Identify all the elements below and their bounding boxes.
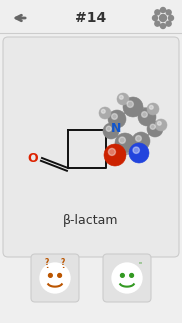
Text: '': '' — [139, 261, 143, 267]
Circle shape — [113, 264, 141, 292]
Circle shape — [101, 109, 105, 113]
Text: ?: ? — [45, 258, 49, 267]
Circle shape — [108, 148, 115, 155]
Circle shape — [138, 108, 156, 126]
Text: O: O — [28, 151, 38, 164]
Circle shape — [41, 264, 69, 292]
Circle shape — [49, 274, 52, 277]
Text: H: H — [116, 152, 124, 162]
FancyBboxPatch shape — [3, 37, 179, 257]
Circle shape — [119, 137, 125, 143]
Circle shape — [157, 121, 161, 125]
Circle shape — [99, 107, 111, 119]
Circle shape — [123, 97, 143, 117]
Circle shape — [127, 101, 133, 108]
Text: N: N — [111, 121, 121, 134]
Circle shape — [149, 105, 153, 109]
Circle shape — [115, 133, 135, 153]
Circle shape — [166, 21, 171, 26]
Circle shape — [147, 121, 163, 137]
Circle shape — [120, 274, 124, 277]
Circle shape — [112, 114, 117, 120]
Text: ?: ? — [61, 258, 65, 267]
Circle shape — [147, 103, 159, 115]
Text: .: . — [46, 261, 49, 270]
Text: β-lactam: β-lactam — [63, 214, 119, 226]
Circle shape — [161, 7, 165, 13]
Circle shape — [133, 147, 139, 153]
Circle shape — [104, 144, 126, 166]
Circle shape — [130, 274, 133, 277]
FancyBboxPatch shape — [31, 254, 79, 302]
Circle shape — [117, 93, 129, 105]
Circle shape — [129, 143, 149, 163]
Circle shape — [142, 112, 147, 117]
Circle shape — [155, 21, 160, 26]
FancyBboxPatch shape — [103, 254, 151, 302]
Circle shape — [169, 16, 173, 20]
Circle shape — [136, 136, 141, 141]
Circle shape — [58, 274, 62, 277]
Circle shape — [119, 95, 123, 99]
Circle shape — [155, 10, 160, 15]
Circle shape — [161, 24, 165, 28]
Circle shape — [106, 126, 111, 131]
Circle shape — [155, 119, 167, 131]
Text: .: . — [61, 261, 65, 270]
Circle shape — [153, 16, 157, 20]
Circle shape — [103, 123, 119, 139]
Circle shape — [159, 15, 167, 22]
Circle shape — [150, 124, 155, 129]
Circle shape — [108, 110, 126, 128]
Circle shape — [166, 10, 171, 15]
Circle shape — [132, 132, 150, 150]
Text: #14: #14 — [75, 11, 107, 25]
